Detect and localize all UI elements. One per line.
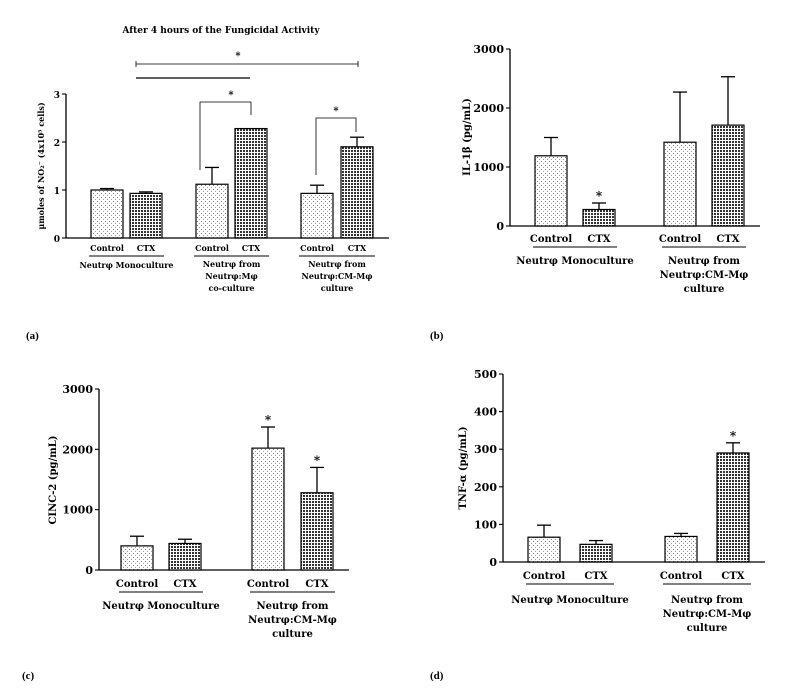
category-label: CTX [137, 243, 156, 253]
y-axis-label: IL-1β (pg/mL) [462, 98, 473, 176]
category-label: Control [659, 234, 701, 245]
significance-star: * [333, 106, 339, 117]
category-label: Control [195, 243, 229, 253]
group-label: Neutrφ from [203, 259, 261, 269]
y-tick-label: 300 [474, 443, 497, 456]
bar-control [90, 189, 124, 239]
group-label: Neutrφ:CM-Mφ [248, 615, 337, 626]
y-axis-label: CINC-2 (pg/mL) [48, 435, 59, 524]
group-label: Neutrφ from [308, 259, 366, 269]
bar-ctx [582, 208, 616, 227]
category-label: Control [530, 234, 572, 245]
group-label: Neutrφ:CM-Mφ [302, 271, 373, 281]
y-tick-label: 0 [489, 556, 497, 569]
y-axis-label: TNF-α (pg/mL) [458, 426, 469, 509]
group-label: Neutrφ from [256, 601, 328, 612]
y-tick-label: 0 [496, 220, 504, 233]
category-label: Control [247, 579, 289, 590]
bar-ctx [340, 146, 374, 239]
panel-label-a: (a) [26, 330, 39, 342]
bar-control [534, 155, 568, 227]
bar-control [120, 545, 154, 571]
category-label: Control [660, 571, 702, 582]
bar-control [664, 535, 698, 563]
panel-label-d: (d) [430, 670, 444, 682]
panel-c-chart: 0 1000 2000 3000 CINC-2 (pg/mL) Control CTX Con… [48, 383, 349, 640]
category-label: CTX [348, 243, 367, 253]
bar-ctx [300, 492, 334, 571]
category-label: Control [300, 243, 334, 253]
significance-star: * [314, 453, 321, 467]
y-tick-label: 200 [474, 481, 497, 494]
y-tick-label: 1 [54, 187, 60, 197]
significance-bracket [199, 101, 252, 170]
bar-control [195, 183, 229, 239]
category-label: CTX [173, 579, 196, 590]
y-tick-label: 3 [54, 91, 60, 101]
group-label: Neutrφ:CM-Mφ [663, 609, 752, 620]
bar-control [663, 141, 697, 227]
category-label: CTX [721, 571, 744, 582]
y-tick-label: 1000 [473, 161, 504, 174]
bar-control [251, 447, 285, 571]
significance-star: * [265, 413, 272, 427]
panel-b-chart: 0 1000 2000 3000 IL-1β (pg/mL) Control CTX Cont… [462, 43, 760, 295]
y-tick-label: 0 [85, 564, 93, 577]
significance-star: * [228, 90, 234, 101]
significance-star: * [596, 189, 603, 203]
bar-ctx [129, 192, 163, 239]
bar-control [527, 536, 561, 563]
significance-bracket [315, 117, 357, 175]
bar-ctx [579, 543, 613, 563]
group-label: Neutrφ from [671, 595, 743, 606]
y-tick-label: 2 [54, 139, 60, 149]
y-tick-label: 2000 [62, 443, 93, 456]
group-label: Neutrφ Monoculture [516, 256, 634, 267]
group-label: culture [321, 283, 354, 293]
category-label: Control [116, 579, 158, 590]
bar-ctx [234, 127, 268, 239]
group-label: Neutrφ Monoculture [79, 260, 173, 270]
group-label: co-culture [208, 283, 254, 293]
group-label: Neutrφ from [668, 256, 740, 267]
bar-ctx [716, 452, 750, 563]
category-label: CTX [305, 579, 328, 590]
y-tick-label: 2000 [473, 102, 504, 115]
y-tick-label: 400 [474, 406, 497, 419]
significance-star: * [730, 429, 737, 443]
y-tick-label: 500 [474, 368, 497, 381]
category-label: CTX [587, 234, 610, 245]
category-label: CTX [716, 234, 739, 245]
group-label: Neutrφ:Mφ [205, 271, 257, 281]
chart-title: After 4 hours of the Fungicidal Activity [121, 26, 320, 36]
group-label: culture [272, 629, 313, 640]
panel-label-b: (b) [430, 330, 444, 342]
group-label: Neutrφ Monoculture [102, 601, 220, 612]
category-label: CTX [584, 571, 607, 582]
bar-control [300, 192, 334, 239]
category-label: CTX [242, 243, 261, 253]
y-tick-label: 0 [54, 235, 60, 245]
y-axis-label: μmoles of NO₂⁻ (4x10⁵ cells) [36, 102, 46, 230]
panel-a-chart: 0 1 2 3 μmoles of NO₂⁻ (4x10⁵ cells) After 4 … [36, 26, 389, 293]
bar-ctx [711, 124, 745, 227]
group-label: Neutrφ:CM-Mφ [660, 270, 749, 281]
group-label: Neutrφ Monoculture [511, 595, 629, 606]
group-label: culture [687, 623, 728, 634]
panel-label-c: (c) [22, 670, 35, 682]
category-label: Control [523, 571, 565, 582]
y-tick-label: 3000 [62, 383, 93, 396]
bar-ctx [168, 542, 202, 571]
group-label: culture [684, 284, 725, 295]
y-tick-label: 3000 [473, 43, 504, 56]
y-tick-label: 100 [474, 518, 497, 531]
y-tick-label: 1000 [62, 504, 93, 517]
panel-d-chart: 0 100 200 300 400 500 TNF-α (pg/mL) Control CTX C… [458, 368, 765, 634]
significance-star: * [235, 51, 241, 62]
category-label: Control [90, 243, 124, 253]
